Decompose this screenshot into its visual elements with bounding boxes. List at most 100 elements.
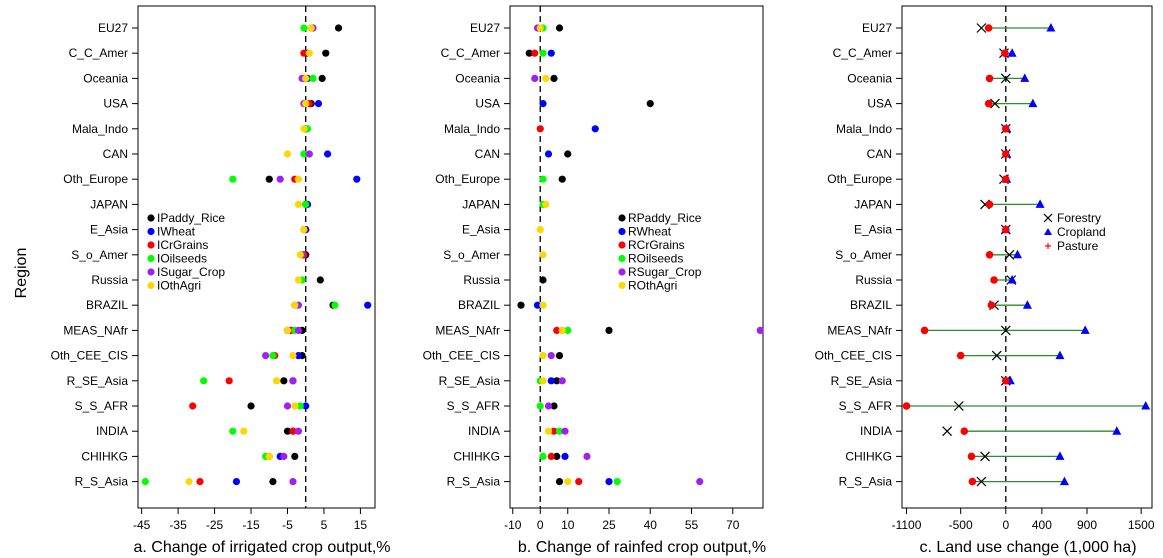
region-label-can: CAN: [867, 147, 892, 161]
panel-caption: b. Change of rainfed crop output,%: [518, 539, 766, 556]
point-rsugar-crop-oth-cee-cis: [547, 352, 555, 360]
point-icrgrains-r-s-asia: [196, 478, 204, 486]
region-label-s-o-amer: S_o_Amer: [443, 248, 500, 262]
region-label-oth-cee-cis: Oth_CEE_CIS: [423, 349, 500, 363]
point-forestry-eu27: [976, 23, 987, 33]
region-label-mala-indo: Mala_Indo: [836, 122, 892, 136]
point-pasture-c-c-amer: [1001, 49, 1009, 57]
point-rothagri-meas-nafr: [558, 326, 566, 334]
legend-label-ipaddy-rice: IPaddy_Rice: [157, 211, 225, 225]
point-roilseeds-s-s-afr: [536, 402, 544, 410]
point-iwheat-can: [324, 150, 332, 158]
legend-marker-rcrgrains: [618, 241, 626, 249]
region-label-r-s-asia: R_S_Asia: [447, 475, 501, 489]
legend-marker-roilseeds: [618, 254, 626, 263]
legend-marker-rsugar-crop: [618, 268, 626, 276]
point-ioilseeds-oceania: [309, 74, 317, 82]
legend-marker-isugar-crop: [147, 268, 155, 276]
point-rcrgrains-meas-nafr: [553, 326, 561, 334]
point-rpaddy-rice-s-s-afr: [550, 402, 558, 410]
point-cropland-s-s-afr: [1141, 401, 1151, 410]
point-rpaddy-rice-russia: [539, 276, 547, 284]
point-rothagri-oceania: [542, 74, 550, 82]
region-label-s-o-amer: S_o_Amer: [835, 248, 892, 262]
region-label-can: CAN: [475, 147, 500, 161]
region-label-brazil: BRAZIL: [458, 298, 500, 312]
point-ipaddy-rice-chihkg: [291, 452, 299, 460]
region-label-c-c-amer: C_C_Amer: [69, 46, 128, 60]
point-ipaddy-rice-russia: [316, 276, 324, 284]
region-label-usa: USA: [103, 97, 128, 111]
region-label-oth-cee-cis: Oth_CEE_CIS: [815, 349, 892, 363]
point-roilseeds-r-s-asia: [613, 478, 621, 486]
point-rwheat-chihkg: [561, 452, 569, 460]
point-iothagri-brazil: [291, 301, 299, 309]
point-ioilseeds-r-se-asia: [200, 377, 208, 385]
point-iothagri-india: [240, 427, 248, 435]
point-pasture-india: [960, 427, 969, 436]
point-pasture-eu27: [984, 24, 993, 32]
region-label-oth-europe: Oth_Europe: [63, 172, 128, 186]
point-roilseeds-chihkg: [539, 452, 547, 460]
point-isugar-crop-can: [305, 150, 313, 158]
panel-c-land-use-change: EU27 C_C_Amer Oceania USA Mala_Indo CAN Oth_Eu…: [815, 5, 1155, 556]
region-label-oceania: Oceania: [455, 71, 500, 85]
point-rpaddy-rice-meas-nafr: [605, 326, 613, 334]
region-label-japan: JAPAN: [462, 197, 500, 211]
point-pasture-can: [1001, 150, 1010, 158]
point-rsugar-crop-s-s-afr: [544, 402, 553, 410]
point-ipaddy-rice-r-se-asia: [280, 377, 288, 385]
region-label-s-s-afr: S_S_AFR: [75, 399, 129, 413]
x-tick-label: 5: [321, 518, 328, 532]
region-label-india: INDIA: [860, 424, 892, 438]
legend-label-rcrgrains: RCrGrains: [628, 238, 685, 252]
point-ioilseeds-japan: [302, 200, 310, 208]
point-cropland-chihkg: [1055, 451, 1065, 460]
point-cropland-eu27: [1046, 23, 1056, 32]
point-forestry-meas-nafr: [1000, 325, 1011, 336]
region-label-s-o-amer: S_o_Amer: [71, 248, 128, 262]
point-iwheat-s-s-afr: [302, 402, 310, 410]
x-tick-label: 15: [354, 518, 368, 532]
point-ioilseeds-can: [300, 150, 308, 158]
point-forestry-s-o-amer: [1004, 249, 1015, 260]
x-tick-label: 25: [602, 518, 616, 532]
x-tick-label: 40: [644, 518, 658, 532]
point-rwheat-brazil: [533, 301, 542, 309]
point-iothagri-r-se-asia: [272, 377, 281, 385]
point-rsugar-crop-india: [561, 427, 569, 435]
point-iothagri-r-s-asia: [185, 478, 193, 486]
region-label-eu27: EU27: [862, 21, 892, 35]
region-label-eu27: EU27: [470, 21, 500, 35]
point-rpaddy-rice-r-se-asia: [553, 377, 561, 385]
point-ioilseeds-oth-cee-cis: [269, 352, 277, 360]
point-ipaddy-rice-india: [283, 427, 292, 435]
point-ipaddy-rice-eu27: [334, 24, 343, 32]
point-rothagri-eu27: [536, 24, 544, 32]
point-iothagri-chihkg: [265, 452, 273, 460]
region-label-e-asia: E_Asia: [462, 223, 500, 237]
point-iothagri-can: [283, 150, 292, 158]
point-rpaddy-rice-oth-cee-cis: [555, 352, 564, 360]
x-tick-label: -35: [169, 518, 187, 532]
legend-label-forestry: Forestry: [1057, 211, 1101, 225]
legend-marker-ipaddy-rice: [147, 214, 155, 222]
x-tick-label: 0: [1002, 518, 1009, 532]
point-rpaddy-rice-usa: [646, 100, 654, 108]
point-cropland-japan: [1035, 199, 1045, 208]
region-label-mala-indo: Mala_Indo: [72, 122, 128, 136]
region-label-s-s-afr: S_S_AFR: [447, 399, 501, 413]
region-label-r-s-asia: R_S_Asia: [839, 475, 893, 489]
point-pasture-e-asia: [1001, 225, 1010, 234]
point-ipaddy-rice-s-s-afr: [247, 402, 255, 410]
point-ioilseeds-r-s-asia: [141, 478, 149, 486]
legend-marker-rothagri: [618, 281, 626, 290]
point-forestry-s-s-afr: [953, 401, 964, 411]
legend-label-isugar-crop: ISugar_Crop: [157, 265, 225, 279]
x-tick-label: -5: [282, 518, 293, 532]
y-axis-label: Region: [13, 248, 30, 299]
panel-b-rainfed-output: EU27 C_C_Amer Oceania USA Mala_Indo CAN Oth_Eu…: [423, 5, 766, 556]
point-rcrgrains-mala-indo: [536, 125, 544, 133]
point-pasture-mala-indo: [1001, 125, 1010, 133]
